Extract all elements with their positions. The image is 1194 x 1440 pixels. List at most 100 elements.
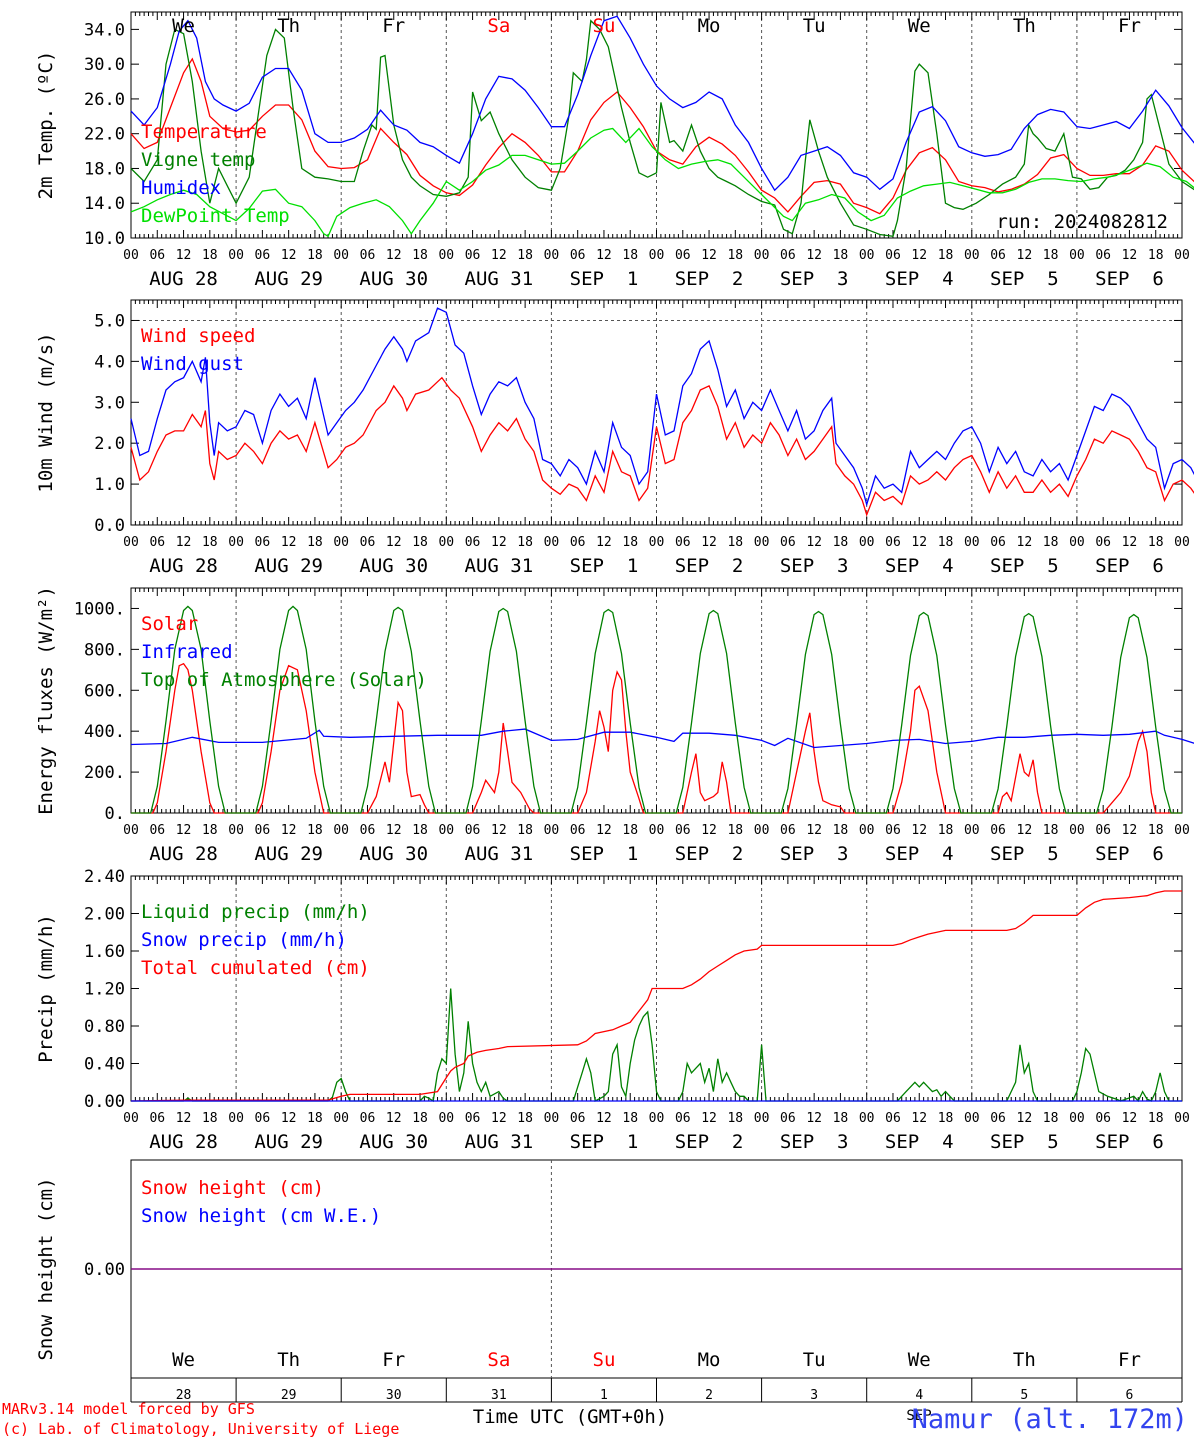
hour-label: 00 xyxy=(438,535,454,550)
y-tick-label: 1.20 xyxy=(84,980,125,1000)
hour-label: 18 xyxy=(412,823,428,838)
hour-label: 12 xyxy=(386,823,402,838)
day-name: Sa xyxy=(487,1349,510,1371)
hour-label: 00 xyxy=(333,1111,349,1126)
hour-label: 00 xyxy=(859,1111,875,1126)
day-number: 2 xyxy=(705,1388,713,1403)
hour-label: 06 xyxy=(780,823,796,838)
y-tick-label: 800. xyxy=(84,640,125,660)
hour-label: 00 xyxy=(123,823,139,838)
y-axis-label: Energy fluxes (W/m²) xyxy=(35,586,57,815)
hour-label: 18 xyxy=(202,535,218,550)
panel-wind: 0.0 1.0 2.0 3.0 4.0 5.0 10m Wind (m/s) Wind spe… xyxy=(35,299,1194,577)
date-label: SEP 1 xyxy=(570,843,639,865)
hour-label: 12 xyxy=(1122,823,1138,838)
hour-label: 18 xyxy=(307,535,323,550)
y-tick-label: 0. xyxy=(105,804,125,824)
day-name: Fr xyxy=(382,1349,405,1371)
hour-label: 12 xyxy=(806,248,822,263)
hour-label: 18 xyxy=(833,823,849,838)
date-label: AUG 30 xyxy=(359,1131,428,1153)
hour-label: 00 xyxy=(1069,823,1085,838)
hour-label: 00 xyxy=(964,1111,980,1126)
hour-label: 06 xyxy=(1095,1111,1111,1126)
legend-entry: Total cumulated (cm) xyxy=(141,957,370,979)
date-label: SEP 4 xyxy=(885,268,954,290)
hour-label: 00 xyxy=(649,535,665,550)
hour-label: 12 xyxy=(1017,1111,1033,1126)
y-tick-label: 14.0 xyxy=(84,194,125,214)
hour-label: 12 xyxy=(281,248,297,263)
date-label: SEP 4 xyxy=(885,1131,954,1153)
day-name: Fr xyxy=(1118,15,1141,37)
hour-label: 00 xyxy=(649,1111,665,1126)
hour-label: 18 xyxy=(1148,1111,1164,1126)
hour-label: 12 xyxy=(386,248,402,263)
hour-label: 00 xyxy=(333,535,349,550)
date-label: SEP 2 xyxy=(675,268,744,290)
y-axis-label: Snow height (cm) xyxy=(35,1177,57,1360)
date-label: AUG 31 xyxy=(465,268,534,290)
y-tick-label: 22.0 xyxy=(84,125,125,145)
hour-label: 12 xyxy=(1017,248,1033,263)
date-label: AUG 29 xyxy=(254,1131,323,1153)
y-tick-label: 2.00 xyxy=(84,905,125,925)
hour-label: 06 xyxy=(675,1111,691,1126)
station-label: Namur (alt. 172m) xyxy=(912,1404,1188,1435)
hour-label: 18 xyxy=(727,1111,743,1126)
hour-label: 00 xyxy=(1174,248,1190,263)
hour-label: 00 xyxy=(1069,535,1085,550)
hour-label: 18 xyxy=(727,535,743,550)
hour-label: 18 xyxy=(412,248,428,263)
hour-label: 18 xyxy=(727,823,743,838)
series-line-lightgreen xyxy=(130,127,1194,238)
hour-label: 18 xyxy=(412,1111,428,1126)
hour-label: 12 xyxy=(176,248,192,263)
hour-label: 18 xyxy=(1148,535,1164,550)
day-name: Th xyxy=(1013,15,1036,37)
hour-label: 12 xyxy=(491,823,507,838)
hour-label: 18 xyxy=(307,823,323,838)
hour-label: 00 xyxy=(438,248,454,263)
date-label: SEP 3 xyxy=(780,268,849,290)
date-label: SEP 3 xyxy=(780,555,849,577)
y-axis-label: Precip (mm/h) xyxy=(35,914,57,1063)
time-axis-title: Time UTC (GMT+0h) xyxy=(473,1406,667,1428)
hour-label: 06 xyxy=(465,1111,481,1126)
hour-label: 06 xyxy=(990,1111,1006,1126)
hour-label: 00 xyxy=(228,1111,244,1126)
hour-label: 12 xyxy=(806,823,822,838)
series-line-red xyxy=(131,662,1182,814)
hour-label: 00 xyxy=(544,535,560,550)
hour-label: 06 xyxy=(1095,823,1111,838)
hour-label: 00 xyxy=(544,1111,560,1126)
hour-label: 18 xyxy=(412,535,428,550)
hour-label: 00 xyxy=(228,248,244,263)
day-name: We xyxy=(908,1349,931,1371)
hour-label: 00 xyxy=(438,1111,454,1126)
day-name: Fr xyxy=(382,15,405,37)
hour-label: 18 xyxy=(202,823,218,838)
hour-label: 18 xyxy=(938,823,954,838)
series-line-red xyxy=(130,890,1182,1102)
hour-label: 12 xyxy=(491,535,507,550)
day-name: We xyxy=(908,15,931,37)
hour-label: 18 xyxy=(622,535,638,550)
y-tick-label: 2.0 xyxy=(94,434,125,454)
hour-label: 00 xyxy=(1069,248,1085,263)
panels-layer: 10.014.018.022.026.030.034.02m Temp. (ºC… xyxy=(35,11,1194,1403)
day-number: 31 xyxy=(491,1388,507,1403)
y-axis-label: 2m Temp. (ºC) xyxy=(35,51,57,200)
hour-label: 00 xyxy=(754,535,770,550)
hour-label: 06 xyxy=(465,535,481,550)
hour-label: 18 xyxy=(938,1111,954,1126)
legend-entry: Solar xyxy=(141,613,198,635)
hour-label: 18 xyxy=(1043,248,1059,263)
date-label: AUG 29 xyxy=(254,843,323,865)
series-line-blue xyxy=(130,15,1194,192)
date-label: SEP 5 xyxy=(990,268,1059,290)
hour-label: 06 xyxy=(149,823,165,838)
legend-entry: Vigne temp xyxy=(141,149,255,171)
hour-label: 12 xyxy=(1122,535,1138,550)
